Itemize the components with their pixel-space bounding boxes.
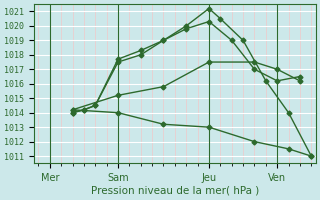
X-axis label: Pression niveau de la mer( hPa ): Pression niveau de la mer( hPa ) [91, 186, 259, 196]
